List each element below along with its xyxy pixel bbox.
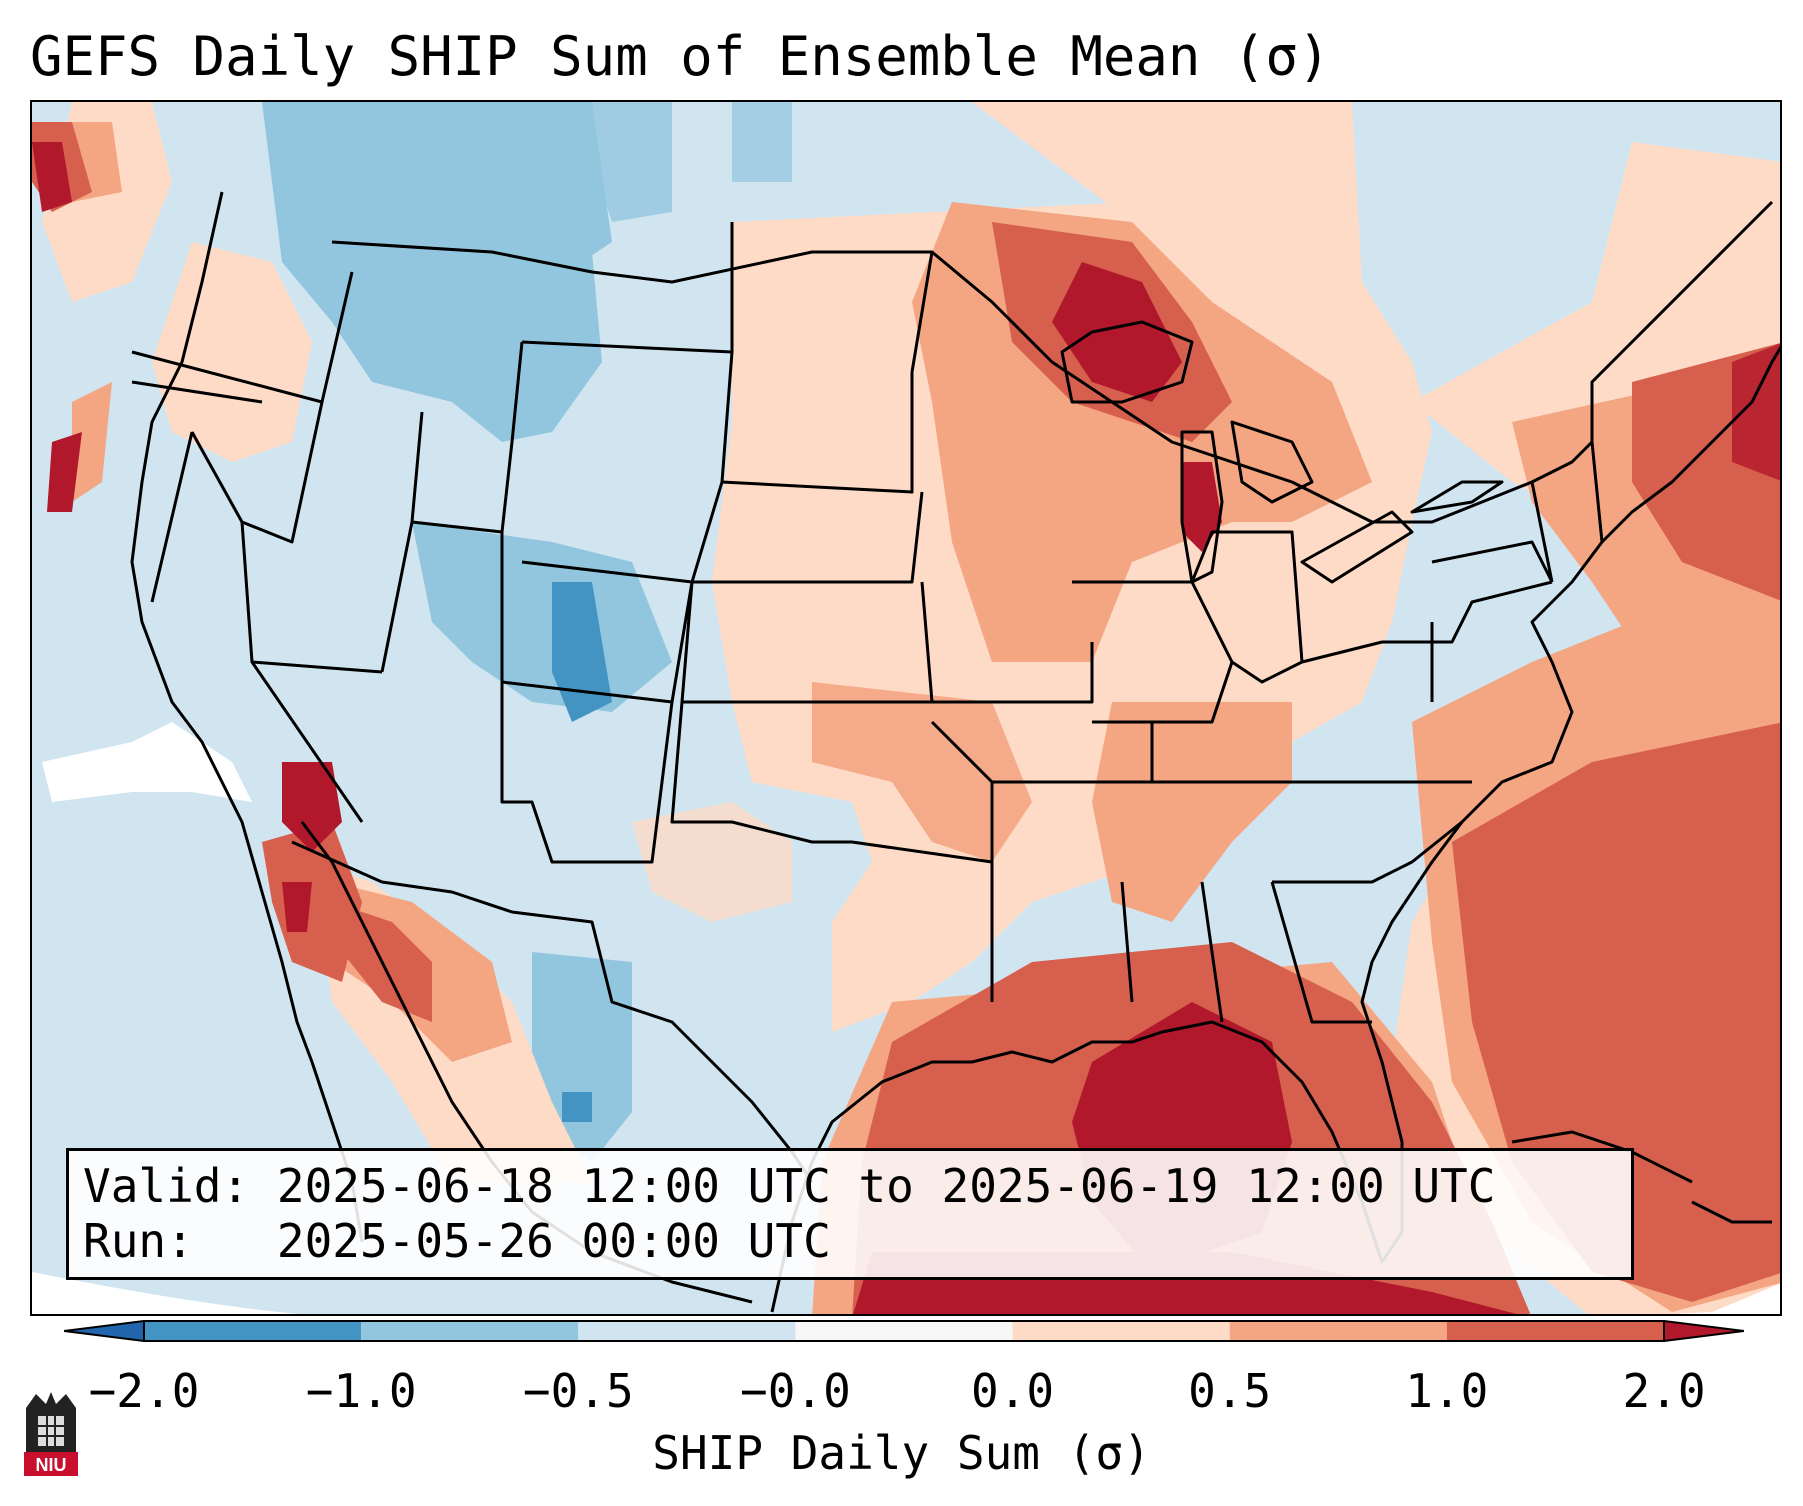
map-graphic xyxy=(32,102,1780,1314)
chart-title: GEFS Daily SHIP Sum of Ensemble Mean (σ) xyxy=(30,25,1331,88)
colorbar-bin xyxy=(795,1321,1013,1341)
run-label: Run: xyxy=(83,1214,194,1268)
boundary-lines xyxy=(130,191,1780,1313)
colorbar-bin xyxy=(1229,1321,1447,1341)
gulf-coastline xyxy=(770,821,1464,1313)
colorbar-tick-label: −0.5 xyxy=(522,1364,634,1418)
colorbar-tick-label: 0.5 xyxy=(1188,1364,1272,1418)
colorbar-tick-label: 2.0 xyxy=(1622,1364,1706,1418)
colorbar-bin xyxy=(1012,1321,1230,1341)
colorbar-bin xyxy=(1446,1321,1664,1341)
colorbar-tick-label: −2.0 xyxy=(88,1364,200,1418)
colorbar-label: SHIP Daily Sum (σ) xyxy=(652,1426,1151,1480)
colorbar-bin xyxy=(361,1321,579,1341)
negative-anomaly-regions xyxy=(262,102,1712,1297)
colorbar-bins xyxy=(64,1319,1744,1343)
state-borders xyxy=(131,222,1604,1024)
colorbar-bin xyxy=(144,1321,362,1341)
colorbar-tick-label: −0.0 xyxy=(740,1364,851,1418)
colorbar-bin xyxy=(1663,1319,1744,1343)
map-panel xyxy=(30,100,1782,1316)
colorbar-bin xyxy=(578,1321,796,1341)
canada-border xyxy=(331,200,1774,524)
caribbean-islands xyxy=(1511,1130,1772,1224)
mexico-border xyxy=(291,840,814,1183)
projection-edge-right xyxy=(1655,1283,1780,1314)
valid-range: 2025-06-18 12:00 UTC to 2025-06-19 12:00… xyxy=(276,1159,1496,1213)
lake-erie xyxy=(1300,510,1414,584)
colorbar-tick-label: −1.0 xyxy=(305,1364,417,1418)
lake-huron xyxy=(1230,420,1314,504)
colorbar-frame xyxy=(143,1320,1665,1342)
colorbar-tick-label: 1.0 xyxy=(1405,1364,1489,1418)
valid-label: Valid: xyxy=(83,1159,250,1213)
colorbar-bin xyxy=(64,1319,145,1343)
missing-data-area xyxy=(42,722,252,802)
projection-edge xyxy=(32,1272,299,1314)
logo-text: NIU xyxy=(36,1455,67,1475)
colorbar xyxy=(64,1319,1744,1343)
lake-superior xyxy=(1060,320,1194,404)
lake-michigan xyxy=(1180,430,1224,584)
pacific-coastline xyxy=(130,191,314,1063)
colorbar-tick-label: 0.0 xyxy=(971,1364,1055,1418)
run-time: 2025-05-26 00:00 UTC xyxy=(276,1214,831,1268)
niu-logo: NIU xyxy=(24,1392,78,1476)
validity-info-box: Valid: 2025-06-18 12:00 UTC to 2025-06-1… xyxy=(66,1148,1634,1280)
lake-ontario xyxy=(1410,480,1504,514)
